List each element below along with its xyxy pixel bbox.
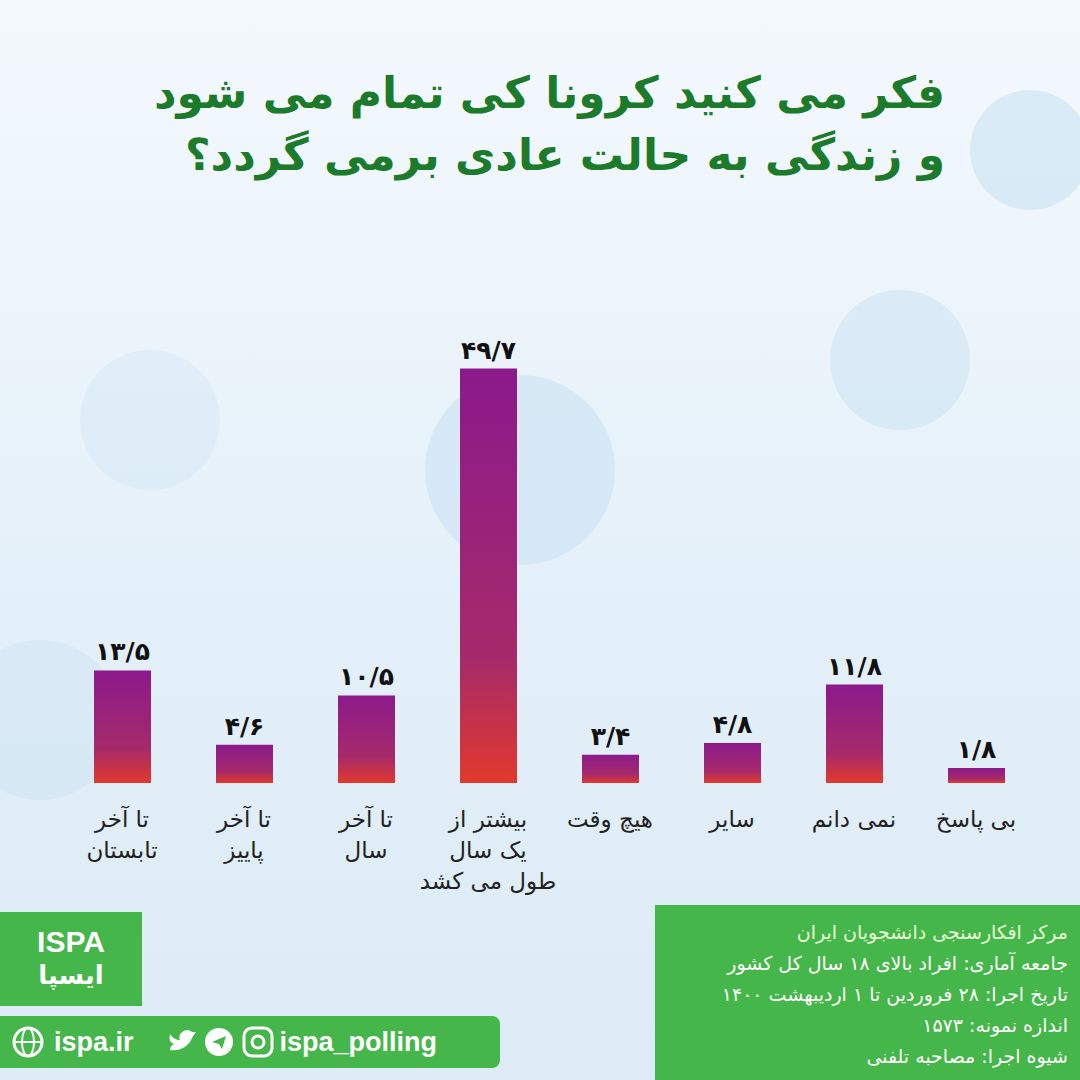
html-text:ispa_polling: ispa_polling: [279, 1026, 438, 1057]
svg-text:هیچ وقت: هیچ وقت: [567, 806, 653, 833]
html-text:ایسپا: ایسپا: [38, 960, 104, 990]
svg-text:۴/۶: ۴/۶: [225, 712, 265, 741]
svg-text:۳/۴: ۳/۴: [591, 722, 631, 751]
svg-text:۱۳/۵: ۱۳/۵: [95, 637, 150, 666]
svg-text:تا آخرتابستان: تا آخرتابستان: [86, 805, 157, 863]
svg-text:بی پاسخ: بی پاسخ: [936, 806, 1016, 833]
svg-text:۱/۸: ۱/۸: [957, 735, 997, 764]
html-text:مرکز افکارسنجی دانشجویان ایران: مرکز افکارسنجی دانشجویان ایران: [796, 921, 1068, 943]
svg-text:تا آخرپاییز: تا آخرپاییز: [216, 805, 271, 864]
html-text:و زندگی به حالت عادی برمی گردد: و زندگی به حالت عادی برمی گردد؟: [185, 129, 945, 180]
svg-text:نمی دانم: نمی دانم: [812, 806, 897, 833]
svg-text:۱۰/۵: ۱۰/۵: [339, 662, 394, 691]
svg-text:۱۱/۸: ۱۱/۸: [827, 652, 882, 681]
html-text:ispa.ir: ispa.ir: [54, 1026, 134, 1057]
html-text:شیوه اجرا: مصاحبه تلفنی: شیوه اجرا: مصاحبه تلفنی: [866, 1045, 1068, 1067]
html-text:جامعه آماری: افراد بالای ۱۸ سا: جامعه آماری: افراد بالای ۱۸ سال کل کشور: [727, 952, 1068, 974]
svg-text:۴۹/۷: ۴۹/۷: [461, 336, 516, 365]
html-text:اندازه نمونه: ۱۵۷۳: اندازه نمونه: ۱۵۷۳: [922, 1014, 1068, 1036]
svg-text:بیشتر ازیک سالطول می کشد: بیشتر ازیک سالطول می کشد: [420, 806, 557, 895]
html-text:فکر می کنید کرونا کی تمام می ش: فکر می کنید کرونا کی تمام می شود: [153, 67, 945, 118]
html-text:ISPA: ISPA: [37, 925, 105, 958]
svg-text:تا آخرسال: تا آخرسال: [338, 805, 393, 863]
html-text:تاریخ اجرا: ۲۸ فروردین تا ۱ ار: تاریخ اجرا: ۲۸ فروردین تا ۱ اردیبهشت ۱۴۰…: [721, 983, 1068, 1005]
svg-text:سایر: سایر: [708, 806, 754, 833]
svg-text:۴/۸: ۴/۸: [713, 710, 753, 739]
